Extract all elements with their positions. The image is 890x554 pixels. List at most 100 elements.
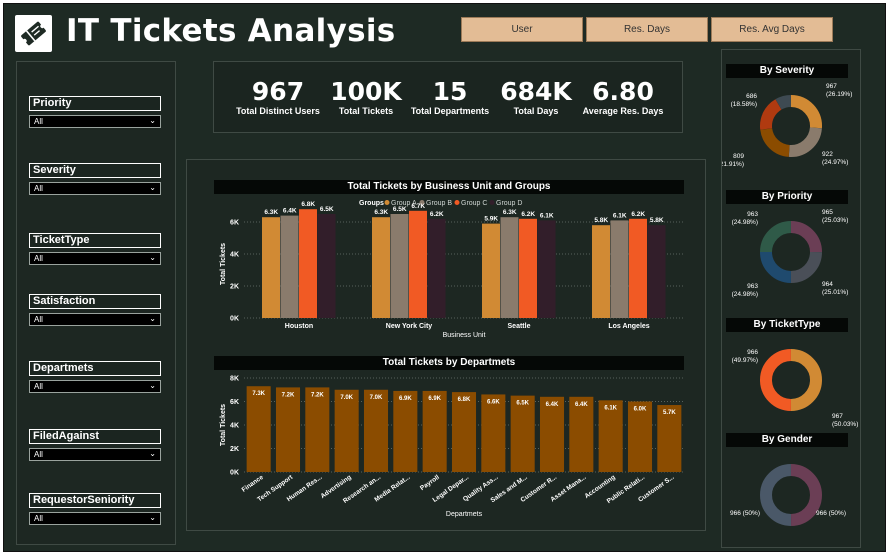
data-label: 5.8K xyxy=(650,217,664,224)
kpi-value: 6.80 xyxy=(592,77,654,106)
donut-title-severity: By Severity xyxy=(726,64,848,78)
bar xyxy=(275,387,301,472)
x-tick-label: Los Angeles xyxy=(608,323,649,330)
data-label: 5.9K xyxy=(484,216,498,223)
data-label: 6.6K xyxy=(487,399,500,405)
data-label: 6.3K xyxy=(374,209,388,216)
bar xyxy=(409,210,427,318)
dropdown-value: All xyxy=(34,254,43,263)
tickettype-dropdown[interactable]: All ⌄ xyxy=(29,252,161,265)
data-label: 5.7K xyxy=(663,410,676,416)
slicer-tickettype: TicketType All ⌄ xyxy=(29,233,161,265)
slicer-title: Priority xyxy=(29,96,161,111)
donut-pct-label: (24.97%) xyxy=(822,159,848,166)
y-tick-label: 6K xyxy=(230,220,239,227)
user-button[interactable]: User xyxy=(461,17,583,42)
donut-pct-label: (25.03%) xyxy=(822,217,848,224)
y-tick-label: 6K xyxy=(230,399,239,406)
priority-dropdown[interactable]: All ⌄ xyxy=(29,115,161,128)
satisfaction-dropdown[interactable]: All ⌄ xyxy=(29,313,161,326)
donut-value-label: 967 xyxy=(832,413,843,420)
data-label: 7.0K xyxy=(340,395,353,401)
dropdown-value: All xyxy=(34,382,43,391)
slicer-title: FiledAgainst xyxy=(29,429,161,444)
data-label: 5.8K xyxy=(594,217,608,224)
kpi-average-res-days: 6.80 Average Res. Days xyxy=(578,77,668,117)
bar xyxy=(657,405,682,472)
bar xyxy=(519,218,537,318)
chevron-down-icon: ⌄ xyxy=(149,253,156,262)
bar xyxy=(647,225,666,318)
data-label: 6.5K xyxy=(393,206,407,213)
legend-marker xyxy=(454,200,460,205)
legend-label: Group D xyxy=(496,200,522,207)
data-label: 6.8K xyxy=(458,397,471,403)
kpi-label: Average Res. Days xyxy=(582,106,664,116)
slicer-title: RequestorSeniority xyxy=(29,493,161,508)
donut-slice xyxy=(760,127,791,157)
slicer-title: Severity xyxy=(29,163,161,178)
x-tick-label: Houston xyxy=(285,323,313,330)
kpi-label: Total Tickets xyxy=(338,106,394,116)
legend-marker xyxy=(419,200,425,205)
kpi-label: Total Days xyxy=(513,106,559,116)
data-label: 6.2K xyxy=(631,211,645,218)
dropdown-value: All xyxy=(34,514,43,523)
bar xyxy=(482,223,500,318)
slicer-panel: Priority All ⌄ Severity All ⌄ TicketType A… xyxy=(16,61,176,545)
data-label: 6.5K xyxy=(320,206,334,213)
donut-value-label: 964 xyxy=(822,281,833,288)
data-label: 6.3K xyxy=(264,209,278,216)
donut-pct-label: (26.19%) xyxy=(826,91,852,98)
kpi-value: 684K xyxy=(500,77,572,106)
y-axis-label: Total Tickets xyxy=(220,404,227,446)
bar xyxy=(629,218,647,318)
bar xyxy=(334,389,359,472)
bar xyxy=(627,401,653,472)
departmets-dropdown[interactable]: All ⌄ xyxy=(29,380,161,393)
res-days-button[interactable]: Res. Days xyxy=(586,17,708,42)
y-tick-label: 0K xyxy=(230,470,239,477)
bar xyxy=(393,390,418,472)
data-label: 6.3K xyxy=(503,209,517,216)
x-tick-label: Payroll xyxy=(419,474,441,492)
legend-label: Group C xyxy=(461,200,487,207)
bar xyxy=(539,396,565,472)
donut-slice xyxy=(760,349,792,411)
right-panel: By Severity 967(26.19%)922(24.97%)809(21… xyxy=(721,49,861,548)
donut-slice xyxy=(790,349,822,411)
bar xyxy=(481,394,506,472)
donut-title-priority: By Priority xyxy=(726,190,848,204)
legend-title: Groups xyxy=(359,200,384,207)
donut-pct-label: (49.97%) xyxy=(732,357,758,364)
data-label: 6.5K xyxy=(516,401,529,407)
kpi-distinct-users: 967 Total Distinct Users xyxy=(228,77,328,117)
kpi-value: 967 xyxy=(251,77,305,106)
data-label: 7.3K xyxy=(252,391,265,397)
x-axis-label: Business Unit xyxy=(443,332,486,339)
bar xyxy=(610,220,629,318)
data-label: 7.0K xyxy=(370,395,383,401)
x-axis-label: Departmets xyxy=(446,511,483,518)
y-tick-label: 4K xyxy=(230,252,239,259)
bar xyxy=(280,215,299,318)
dropdown-value: All xyxy=(34,450,43,459)
requestorseniority-dropdown[interactable]: All ⌄ xyxy=(29,512,161,525)
data-label: 6.1K xyxy=(540,212,554,219)
data-label: 6.4K xyxy=(546,402,559,408)
chevron-down-icon: ⌄ xyxy=(149,449,156,458)
severity-dropdown[interactable]: All ⌄ xyxy=(29,182,161,195)
x-tick-label: New York City xyxy=(386,323,433,330)
donut-value-label: 963 xyxy=(747,283,758,290)
donut-pct-label: (24.98%) xyxy=(732,219,758,226)
res-avg-days-button[interactable]: Res. Avg Days xyxy=(711,17,833,42)
slicer-departmets: Departmets All ⌄ xyxy=(29,361,161,393)
donut-value-label: 922 xyxy=(822,151,833,158)
bar xyxy=(569,396,594,472)
chart-title-departmets: Total Tickets by Departmets xyxy=(214,356,684,370)
bar xyxy=(262,217,280,318)
slicer-filedagainst: FiledAgainst All ⌄ xyxy=(29,429,161,461)
data-label: 6.7K xyxy=(411,203,425,210)
filedagainst-dropdown[interactable]: All ⌄ xyxy=(29,448,161,461)
x-tick-label: Seattle xyxy=(508,323,531,330)
